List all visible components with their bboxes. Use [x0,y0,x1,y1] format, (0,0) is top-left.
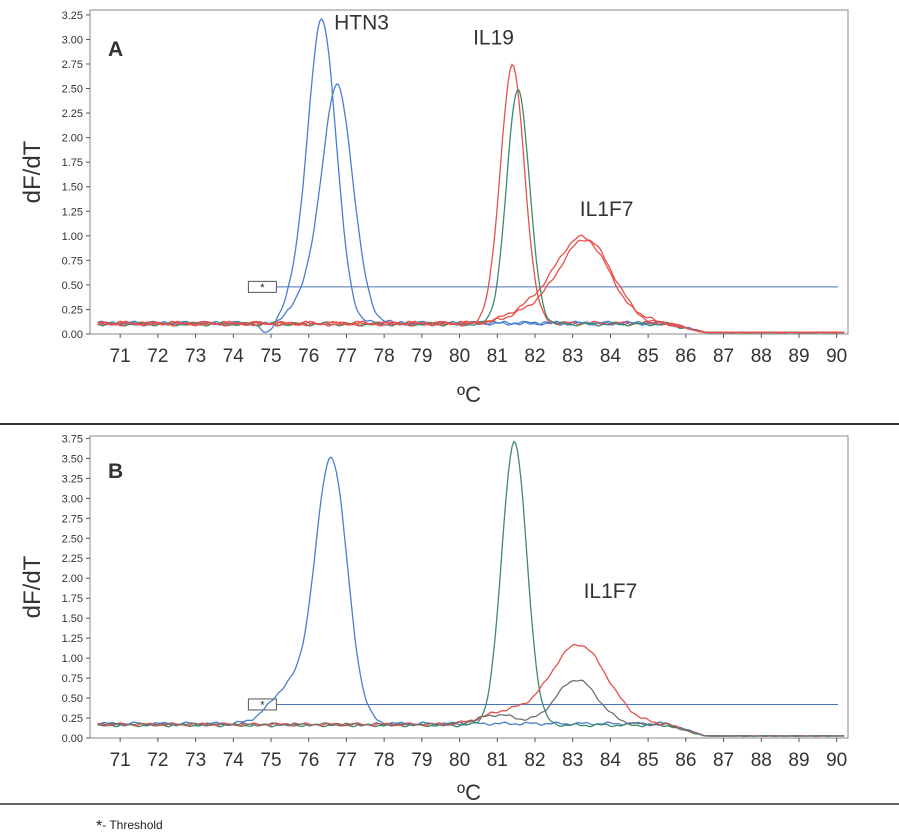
x-tick-label: 78 [374,346,395,367]
y-tick-label: 3.00 [62,493,83,505]
x-tick-label: 77 [336,750,357,771]
x-tick-label: 86 [675,346,696,367]
x-tick-label: 84 [600,750,622,771]
y-tick-label: 1.00 [62,231,83,243]
x-tick-label: 72 [147,346,168,367]
x-tick-label: 74 [223,346,245,367]
x-tick-label: 80 [449,750,470,771]
y-tick-label: 1.25 [62,633,83,645]
y-tick-label: 1.00 [62,653,83,665]
melt-curve-red [97,239,845,334]
chart-panel-b: 0.00 0.25 0.50 0.75 1.00 1.25 1.50 1.75 2.00 2.25… [19,433,849,805]
y-axis-label: dF/dT [19,140,46,203]
curve-annotation: IL19 [473,26,514,49]
y-tick-label: 2.25 [62,108,83,120]
y-tick-label: 2.50 [62,533,83,545]
x-tick-label: 80 [449,346,470,367]
y-tick-label: 3.00 [62,34,83,46]
threshold-marker-symbol: * [260,282,265,294]
y-tick-label: 3.50 [62,453,83,465]
y-tick-label: 0.00 [62,329,83,341]
y-tick-label: 2.50 [62,84,83,96]
panel-label: A [108,38,123,61]
x-tick-label: 78 [374,750,395,771]
y-tick-label: 0.50 [62,693,83,705]
x-tick-label: 88 [751,750,772,771]
x-tick-label: 76 [298,750,319,771]
x-tick-label: 79 [411,346,432,367]
x-tick-label: 89 [788,750,809,771]
y-tick-label: 3.25 [62,10,83,22]
y-tick-label: 0.50 [62,280,83,292]
x-tick-label: 89 [788,346,809,367]
y-tick-label: 1.75 [62,157,83,169]
curve-annotation: HTN3 [334,12,389,35]
curve-annotation: IL1F7 [580,198,634,221]
plot-frame [89,435,849,739]
x-tick-label: 71 [110,750,131,771]
y-tick-label: 3.25 [62,473,83,485]
x-tick-label: 81 [487,750,508,771]
x-tick-label: 73 [185,750,206,771]
x-tick-label: 88 [751,346,772,367]
y-tick-label: 0.25 [62,713,83,725]
y-tick-label: 2.00 [62,133,83,145]
x-tick-label: 86 [675,750,696,771]
x-tick-label: 72 [147,750,168,771]
y-tick-label: 1.25 [62,206,83,218]
x-tick-label: 83 [562,346,583,367]
y-tick-label: 2.00 [62,573,83,585]
x-tick-label: 75 [260,346,281,367]
x-tick-label: 71 [110,346,131,367]
x-tick-label: 77 [336,346,357,367]
chart-panel-a: 0.00 0.25 0.50 0.75 1.00 1.25 1.50 1.75 2.00 2.25… [19,9,849,407]
threshold-footnote-symbol: * [96,818,103,835]
melt-curve-gray [97,679,845,737]
x-tick-label: 73 [185,346,206,367]
y-tick-label: 2.25 [62,553,83,565]
x-tick-label: 74 [223,750,245,771]
x-tick-label: 82 [524,346,545,367]
plot-frame [89,9,849,335]
threshold-marker-symbol: * [260,699,265,711]
x-axis-label: ºC [457,382,481,407]
panel-label: B [108,460,123,483]
curve-annotation: IL1F7 [584,580,638,603]
x-tick-label: 76 [298,346,319,367]
y-tick-label: 0.75 [62,255,83,267]
y-tick-label: 1.75 [62,593,83,605]
x-tick-label: 85 [638,346,659,367]
x-tick-label: 79 [411,750,432,771]
x-axis-label: ºC [457,780,481,805]
y-tick-label: 0.75 [62,673,83,685]
threshold-marker-box [247,280,277,293]
x-tick-label: 84 [600,346,622,367]
x-tick-label: 90 [826,346,847,367]
x-tick-label: 82 [524,750,545,771]
y-tick-label: 1.50 [62,182,83,194]
x-tick-label: 90 [826,750,847,771]
threshold-footnote: *- Threshold [96,818,163,836]
x-tick-label: 85 [638,750,659,771]
y-tick-label: 1.50 [62,613,83,625]
x-tick-label: 87 [713,346,734,367]
y-tick-label: 0.25 [62,304,83,316]
y-tick-label: 0.00 [62,733,83,745]
threshold-footnote-text: - Threshold [102,818,163,832]
y-axis-label: dF/dT [19,555,46,618]
x-tick-label: 75 [260,750,281,771]
y-tick-label: 3.75 [62,433,83,445]
x-tick-label: 87 [713,750,734,771]
y-tick-label: 2.75 [62,59,83,71]
y-tick-label: 2.75 [62,513,83,525]
x-tick-label: 81 [487,346,508,367]
threshold-marker-box [247,698,277,711]
x-tick-label: 83 [562,750,583,771]
